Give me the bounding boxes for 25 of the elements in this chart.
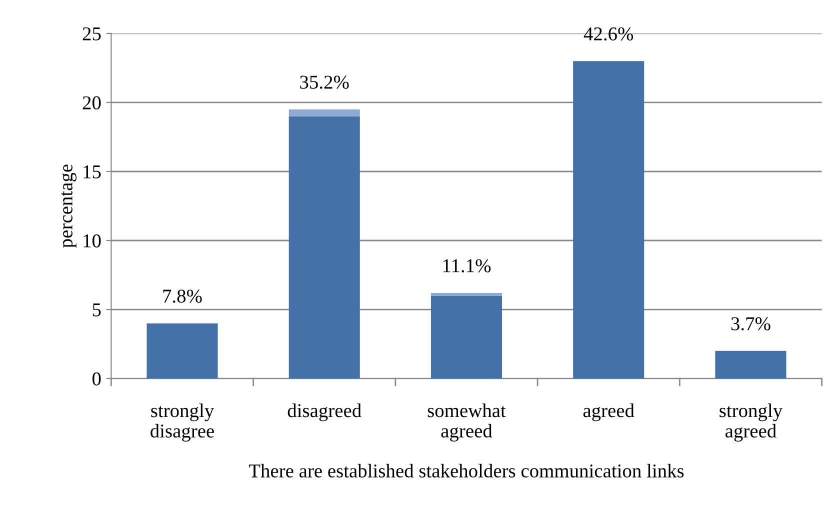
x-tick-label: somewhat agreed xyxy=(428,404,506,442)
y-tick-label: 0 xyxy=(92,372,101,386)
annotation: 42.6% xyxy=(584,27,634,41)
y-tick-label: 10 xyxy=(84,234,101,248)
y-tick-label: 25 xyxy=(82,27,101,40)
bar xyxy=(715,350,786,379)
annotation: 35.2% xyxy=(300,76,349,89)
y-tick-label: 5 xyxy=(92,304,101,316)
x-tick-label: strongly agreed xyxy=(720,404,783,442)
bar xyxy=(288,116,360,379)
y-tick-label: 20 xyxy=(82,96,101,110)
bar xyxy=(430,292,502,296)
annotation: 7.8% xyxy=(163,290,202,303)
x-tick-label: disagreed xyxy=(288,404,362,422)
y-axis-title: percentage xyxy=(61,164,76,248)
annotation: 3.7% xyxy=(731,317,770,330)
bar xyxy=(430,296,502,379)
x-tick-label: agreed xyxy=(583,404,634,422)
x-axis-title: There are established stakeholders communication links xyxy=(248,464,684,478)
x-tick-label: strongly disagree xyxy=(150,404,214,442)
bar xyxy=(288,109,360,116)
y-tick-label: 15 xyxy=(84,165,101,178)
bar xyxy=(573,61,644,379)
bar xyxy=(146,323,218,379)
annotation: 11.1% xyxy=(443,259,491,272)
